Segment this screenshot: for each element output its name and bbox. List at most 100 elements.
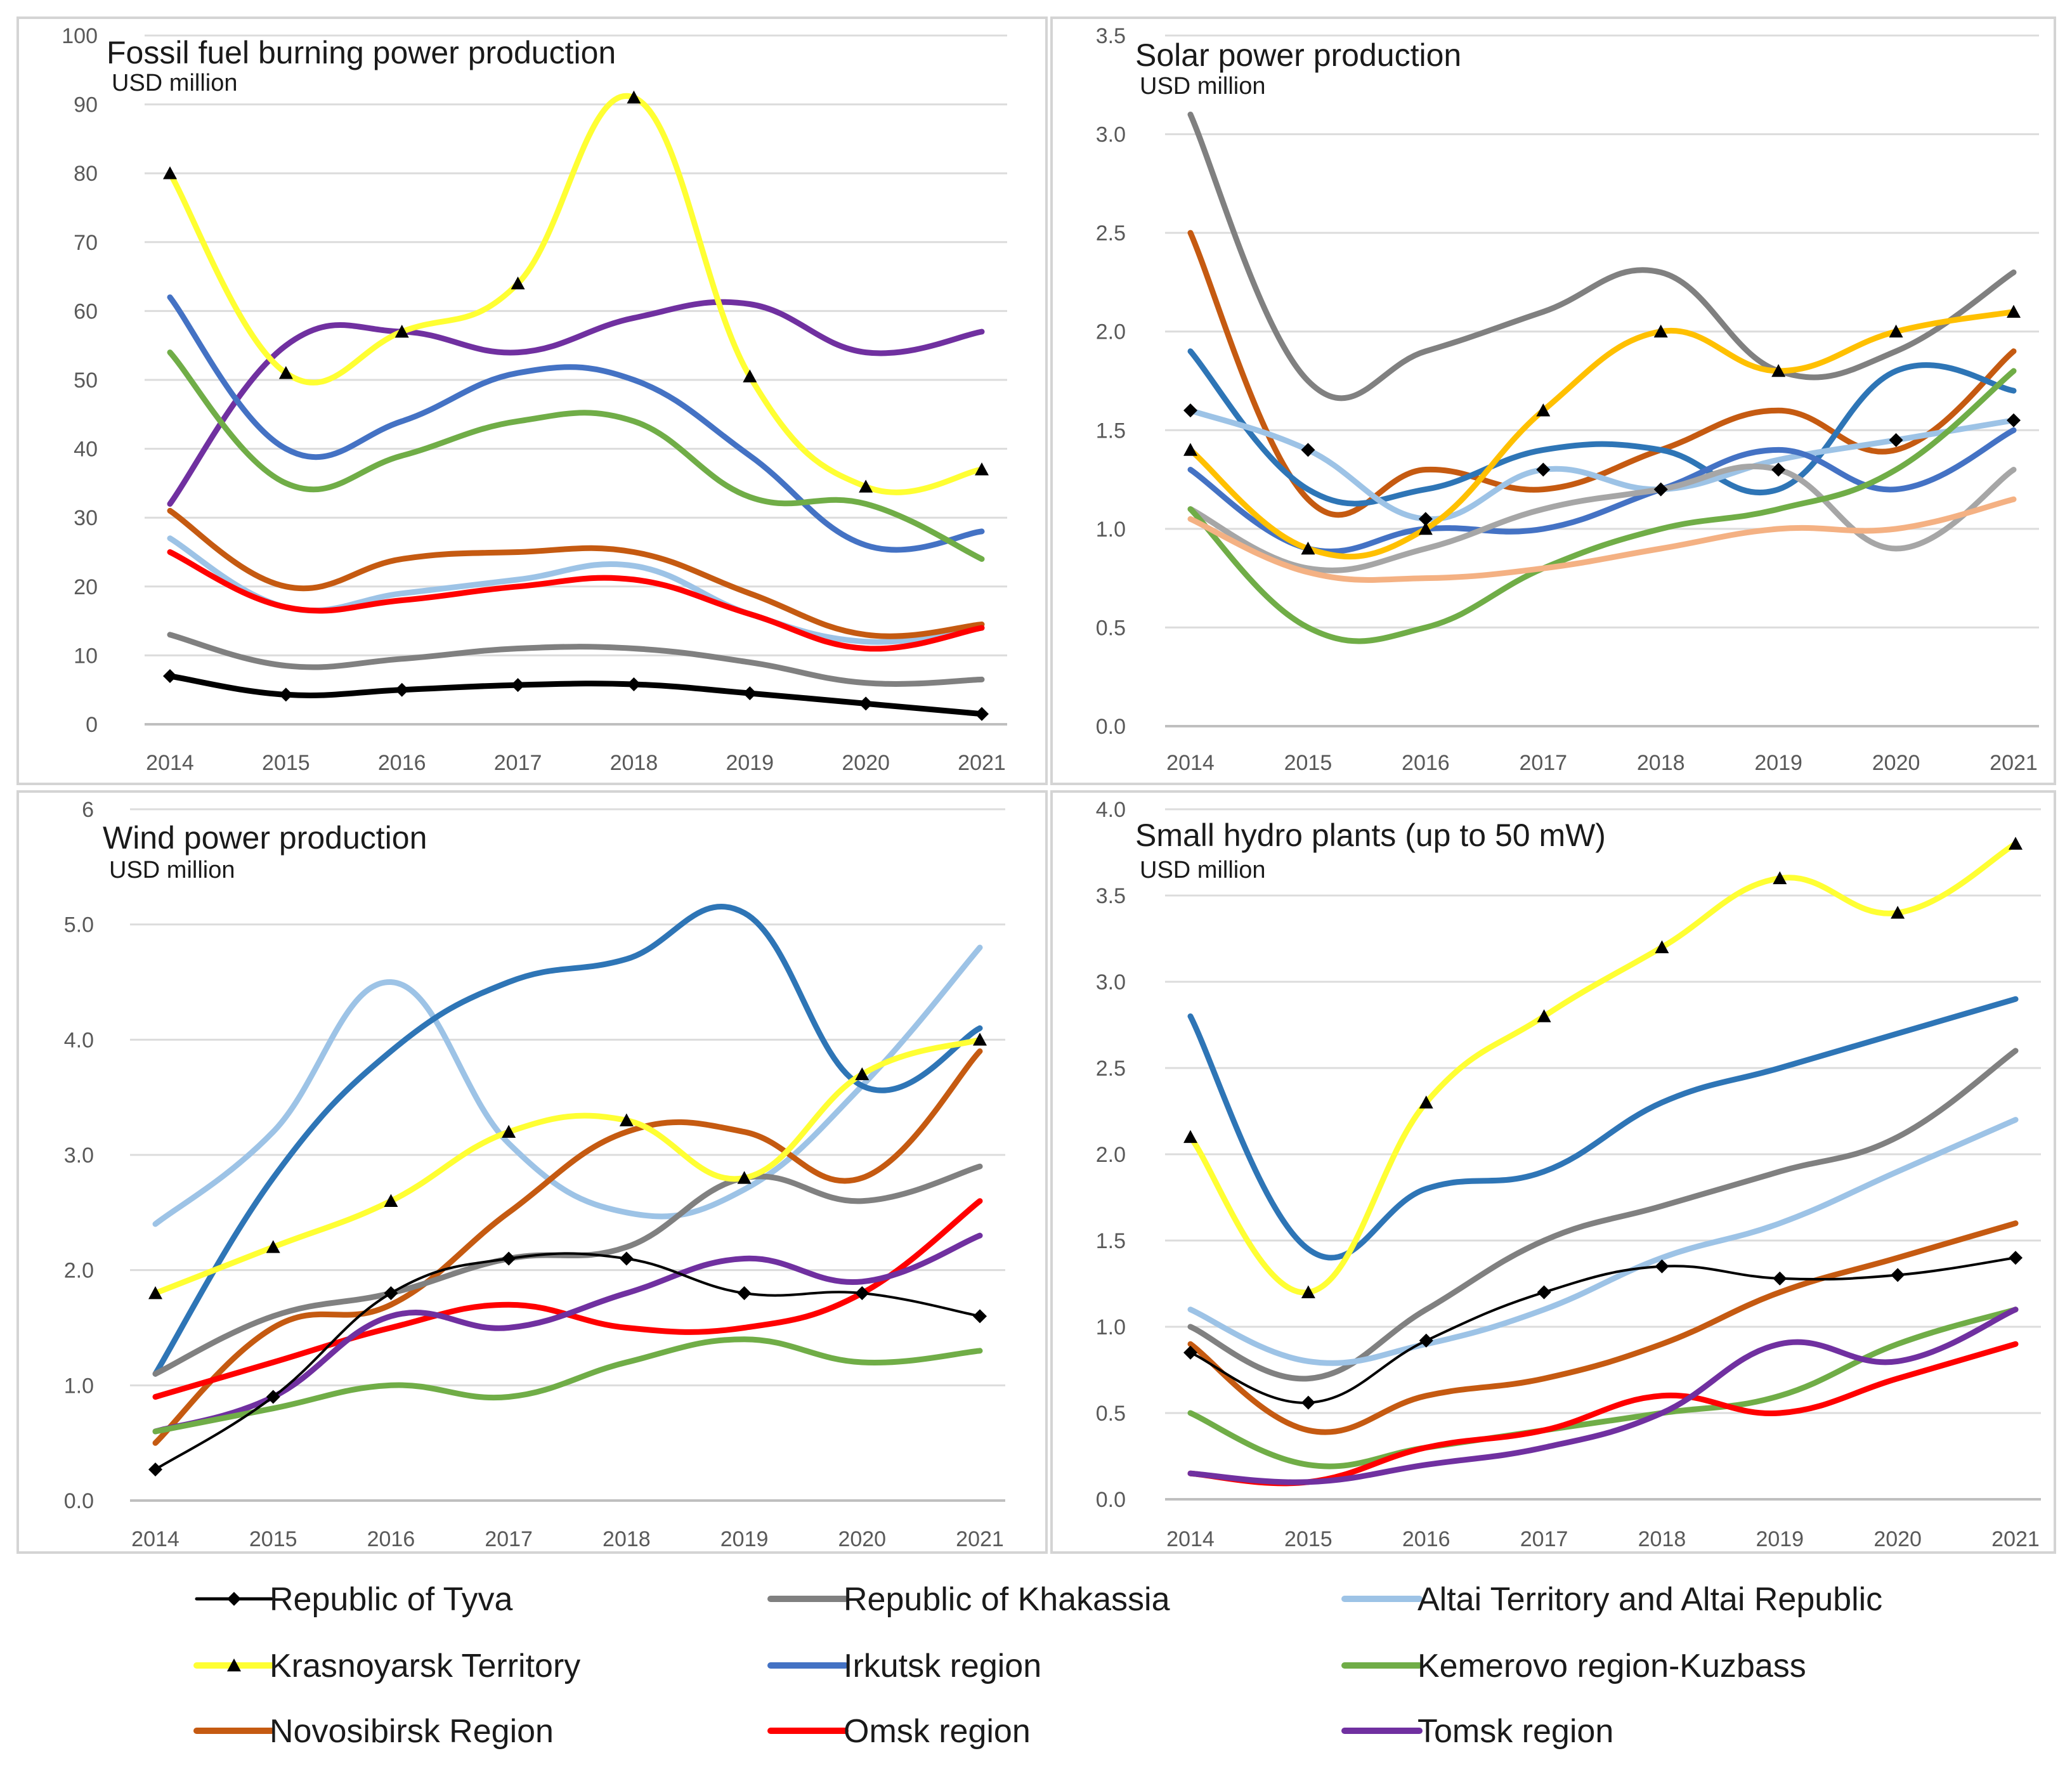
data-point-marker (1889, 433, 1903, 447)
data-point-marker (1183, 1345, 1197, 1360)
legend-item-krasnoyarsk-territory: Krasnoyarsk Territory (193, 1648, 580, 1684)
chart-panels: 0 10 20 30 40 50 60 70 80 90 100 2014 2015 2016 2017 20… (16, 16, 2056, 1554)
data-point-marker (394, 682, 409, 697)
data-point-marker (1419, 1333, 1433, 1348)
x-tick-label: 2021 (956, 1527, 1004, 1551)
data-point-marker (2009, 1251, 2023, 1265)
series-tomsk-region (1187, 1306, 2019, 1485)
series-kemerovo-region-kuzbass (1187, 1306, 2019, 1469)
data-point-marker (1418, 521, 1433, 535)
y-tick-label: 3.0 (64, 1143, 94, 1168)
data-point-marker (163, 166, 177, 179)
data-point-marker (2009, 837, 2023, 850)
y-tick-label: 0.0 (1096, 1488, 1126, 1512)
series-line-republic-of-khakassia (1187, 1048, 2019, 1382)
x-tick-label: 2018 (610, 751, 658, 775)
data-point-marker (1537, 1009, 1551, 1022)
x-tick-label: 2020 (838, 1527, 886, 1551)
x-tick-label: 2020 (1873, 1527, 1922, 1551)
chart-title: Fossil fuel burning power production (107, 35, 616, 70)
panel-frame (16, 16, 1048, 785)
y-tick-label: 2.0 (1096, 320, 1126, 344)
y-axis-unit-label: USD million (1140, 73, 1265, 100)
series-line-kemerovo-region-kuzbass (152, 1336, 983, 1435)
series-altai-territory-and-altai-republic (1187, 1117, 2019, 1366)
y-tick-label: 2.5 (1096, 221, 1126, 245)
data-point-marker (975, 707, 989, 721)
series-line-novosibirsk-region (1187, 230, 2017, 518)
series-line-tomsk-region (1187, 1306, 2019, 1485)
data-point-marker (737, 1171, 752, 1184)
legend-item-republic-of-tyva: Republic of Tyva (195, 1581, 513, 1618)
chart-panel-small-hydro-plants-up-to-50-mw: 0.0 0.5 1.0 1.5 2.0 2.5 3.0 3.5 4.0 2014 2015 2016 2… (1050, 790, 2056, 1554)
data-point-marker (1301, 443, 1315, 457)
data-point-marker (1889, 324, 1903, 338)
y-tick-label: 3.5 (1096, 24, 1126, 48)
series-line-republic-of-khakassia (152, 1163, 983, 1377)
series-line-republic-of-tyva (1189, 1256, 2017, 1404)
series-line-omsk-region (167, 549, 985, 652)
data-point-marker (973, 1309, 987, 1324)
data-point-marker (1771, 363, 1786, 377)
legend-label: Kemerovo region-Kuzbass (1417, 1648, 1806, 1684)
data-point-marker (384, 1194, 398, 1208)
series-kemerovo-region-kuzbass (1187, 368, 2017, 644)
y-tick-label: 1.0 (1096, 1315, 1126, 1339)
y-tick-label: 5.0 (64, 913, 94, 937)
data-point-marker (619, 1251, 634, 1266)
x-tick-label: 2018 (603, 1527, 651, 1551)
y-tick-label: 30 (74, 506, 98, 530)
series-irkutsk-region (152, 903, 983, 1377)
series-line-kemerovo-region-kuzbass (1187, 1306, 2019, 1469)
y-tick-label: 80 (74, 162, 98, 186)
y-axis-unit-label: USD million (109, 857, 235, 883)
legend-label: Irkutsk region (844, 1648, 1041, 1684)
chart-title: Solar power production (1135, 37, 1461, 73)
legend-item-tomsk-region: Tomsk region (1341, 1713, 1613, 1750)
x-tick-label: 2018 (1638, 1527, 1686, 1551)
y-tick-label: 4.0 (64, 1028, 94, 1052)
series-republic-of-tyva (1183, 1251, 2023, 1410)
series-line-kemerovo-region-kuzbass (1187, 368, 2017, 644)
x-tick-label: 2015 (1284, 1527, 1332, 1551)
legend-label: Republic of Tyva (270, 1581, 513, 1618)
y-tick-label: 90 (74, 93, 98, 117)
data-point-marker (627, 677, 641, 692)
x-tick-label: 2021 (1990, 751, 2038, 775)
series-krasnoyarsk-territory (1183, 304, 2021, 560)
x-tick-label: 2017 (494, 751, 542, 775)
series-novosibirsk-region (152, 1048, 983, 1446)
y-tick-label: 1.0 (64, 1374, 94, 1398)
x-tick-label: 2019 (720, 1527, 769, 1551)
data-point-marker (1773, 1271, 1787, 1286)
chart-panel-wind-power-production: 0.0 1.0 2.0 3.0 4.0 5.0 6 2014 2015 2016 2017 2018 2… (16, 790, 1048, 1554)
y-tick-label: 2.5 (1096, 1057, 1126, 1081)
data-point-marker (973, 1033, 987, 1046)
series-line-irkutsk-region (1187, 348, 2017, 507)
series-republic-of-khakassia (152, 1163, 983, 1377)
data-point-marker (511, 276, 525, 290)
x-tick-label: 2021 (958, 751, 1006, 775)
y-axis-unit-label: USD million (1140, 857, 1265, 883)
data-point-marker (266, 1240, 280, 1253)
series-novosibirsk-region (1187, 230, 2017, 518)
y-tick-label: 3.0 (1096, 123, 1126, 147)
data-point-marker (1419, 1095, 1433, 1109)
y-tick-label: 1.5 (1096, 1229, 1126, 1253)
data-point-marker (278, 687, 293, 702)
data-point-marker (511, 678, 525, 693)
data-point-marker (1418, 512, 1433, 526)
data-point-marker (1301, 541, 1315, 555)
data-point-marker (1183, 1130, 1197, 1143)
x-tick-label: 2015 (249, 1527, 297, 1551)
series-omsk-region (1187, 496, 2017, 583)
series-line-tomsk-region (167, 299, 985, 507)
data-point-marker (1653, 324, 1668, 338)
data-point-marker (619, 1113, 634, 1126)
x-tick-label: 2015 (262, 751, 310, 775)
legend-item-omsk-region: Omsk region (767, 1713, 1031, 1750)
data-point-marker (1891, 1268, 1905, 1282)
chart-title: Small hydro plants (up to 50 mW) (1135, 818, 1606, 853)
chart-panel-solar-power-production: 0.0 0.5 1.0 1.5 2.0 2.5 3.0 3.5 2014 2015 2016 2017… (1050, 16, 2056, 785)
